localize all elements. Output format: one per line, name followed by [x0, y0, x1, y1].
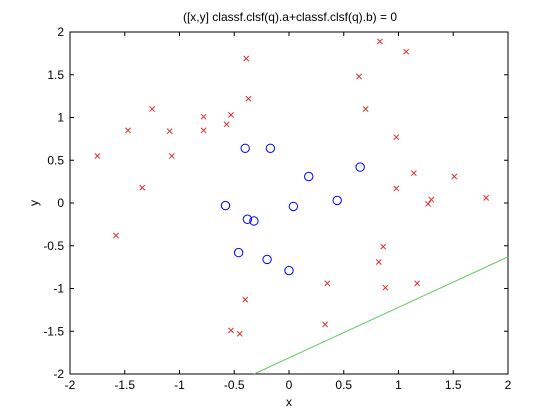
- cross-point: [228, 327, 234, 334]
- x-tick-label: 0.5: [335, 378, 352, 392]
- cross-point: [94, 153, 101, 159]
- cross-point: [245, 95, 252, 102]
- cross-point: [322, 321, 329, 328]
- circle-point: [288, 201, 299, 212]
- cross-point: [375, 259, 382, 265]
- data-marks: [94, 38, 509, 375]
- y-axis-label: y: [27, 200, 41, 206]
- y-tick-label: 0: [57, 196, 64, 210]
- circle-point: [242, 214, 253, 224]
- cross-point: [382, 284, 389, 291]
- cross-point: [362, 105, 369, 112]
- y-tick-label: -1.5: [43, 324, 64, 338]
- circle-point: [304, 171, 314, 182]
- y-tick-label: 1: [57, 111, 64, 125]
- x-tick-label: 1: [395, 378, 402, 392]
- cross-point: [356, 73, 363, 80]
- circle-point: [355, 162, 365, 172]
- circle-point: [233, 247, 244, 258]
- y-tick-label: -1: [53, 282, 64, 296]
- decision-boundary-line: [253, 256, 509, 375]
- circle-point: [249, 216, 259, 226]
- cross-point: [168, 153, 175, 159]
- x-tick-label: -1.5: [114, 378, 135, 392]
- cross-point: [200, 127, 207, 134]
- x-tick-label: -0.5: [224, 378, 245, 392]
- cross-point: [166, 128, 173, 135]
- cross-point: [223, 121, 230, 128]
- cross-point: [425, 200, 432, 207]
- y-tick-label: 1.5: [47, 68, 64, 82]
- y-tick-label: -2: [53, 367, 64, 381]
- cross-point: [403, 48, 410, 55]
- cross-point: [376, 38, 383, 45]
- cross-point: [139, 184, 146, 191]
- y-tick-label: 0.5: [47, 153, 64, 167]
- cross-point: [200, 113, 207, 120]
- cross-point: [149, 105, 156, 112]
- x-tick-label: 0: [286, 378, 293, 392]
- y-tick-label: -0.5: [43, 239, 64, 253]
- cross-point: [428, 196, 435, 203]
- cross-point: [236, 330, 243, 337]
- cross-point: [228, 111, 234, 118]
- circle-point: [240, 143, 250, 153]
- plot-area: [69, 31, 509, 375]
- axis-ticks: -2 -1.5 -1 -0.5 0 0.5 1 1.5 2 -2 -1.5 -1 -0.5 0 0.5 1 1.…: [43, 25, 511, 392]
- circle-point: [332, 195, 342, 206]
- cross-point: [393, 185, 400, 192]
- cross-point: [414, 280, 421, 287]
- cross-point: [242, 296, 249, 303]
- chart-title: ([x,y] classf.clsf(q).a+classf.clsf(q).b…: [183, 10, 397, 24]
- cross-point: [113, 232, 119, 239]
- circle-point: [284, 265, 294, 276]
- x-tick-label: -1: [174, 378, 185, 392]
- y-tick-label: 2: [57, 25, 64, 39]
- circle-point: [265, 143, 276, 153]
- cross-point: [243, 55, 250, 62]
- cross-point: [483, 194, 490, 201]
- circle-point: [220, 200, 231, 211]
- cross-point: [125, 127, 131, 134]
- cross-point: [410, 170, 417, 177]
- cross-point: [451, 173, 458, 180]
- x-tick-label: -2: [65, 378, 76, 392]
- x-axis-label: x: [286, 395, 292, 409]
- x-tick-label: 2: [505, 378, 512, 392]
- cross-point: [393, 134, 400, 141]
- cross-point: [380, 243, 387, 250]
- cross-point: [324, 280, 331, 287]
- x-tick-label: 1.5: [445, 378, 462, 392]
- circle-point: [262, 254, 272, 265]
